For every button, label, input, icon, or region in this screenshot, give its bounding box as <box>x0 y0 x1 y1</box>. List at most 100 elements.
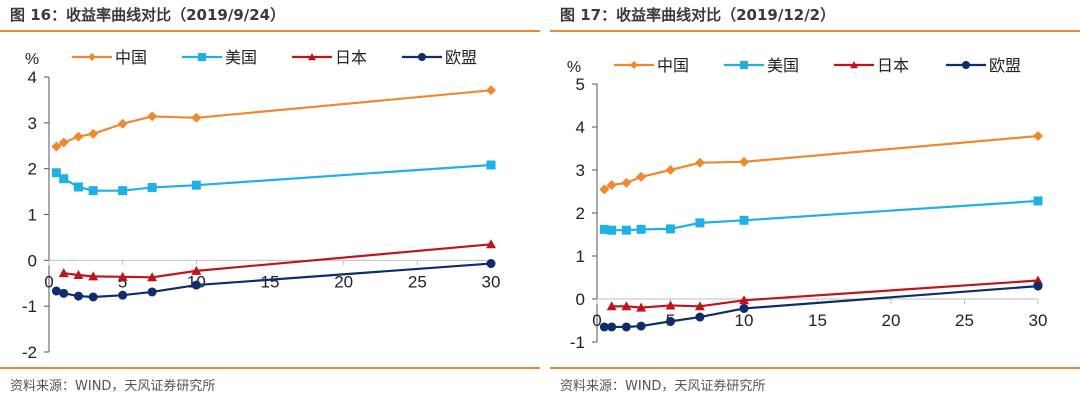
series-line <box>603 134 1039 191</box>
data-point <box>51 168 61 178</box>
data-point <box>636 321 646 331</box>
data-point <box>73 131 84 142</box>
legend-item: 欧盟 <box>946 56 1021 75</box>
x-tick-label: 5 <box>118 272 127 291</box>
data-point <box>147 287 157 297</box>
data-point <box>621 225 631 235</box>
legend-item: 日本 <box>292 48 367 67</box>
legend-swatch-marker <box>308 53 316 61</box>
figure-16-panel: 图 16：收益率曲线对比（2019/9/24） %-2-101234051015… <box>0 6 540 394</box>
legend-swatch-marker <box>198 53 206 61</box>
series-us <box>599 196 1043 235</box>
y-tick-label: 4 <box>28 68 37 87</box>
legend-label: 日本 <box>877 56 909 75</box>
x-tick-label: 30 <box>482 272 501 291</box>
y-tick-label: -1 <box>22 297 37 316</box>
data-point <box>486 239 496 249</box>
data-point <box>695 312 705 322</box>
y-tick-label: 0 <box>576 290 585 309</box>
y-tick-label: 1 <box>28 206 37 225</box>
data-point <box>486 160 496 170</box>
legend-swatch-marker <box>962 61 970 69</box>
data-point <box>51 286 61 296</box>
x-tick-label: 25 <box>955 311 974 330</box>
legend-item: 日本 <box>834 56 909 75</box>
legend-swatch-marker <box>740 61 748 69</box>
data-point <box>118 290 128 300</box>
data-point <box>739 295 749 305</box>
data-point <box>665 300 676 310</box>
series-us <box>51 160 496 196</box>
data-point <box>599 322 609 332</box>
data-point <box>73 182 83 192</box>
source-note: 资料来源：WIND，天风证券研究所 <box>560 379 766 394</box>
legend-item: 中国 <box>614 56 689 75</box>
data-point <box>88 292 98 302</box>
data-point <box>59 288 69 298</box>
data-point <box>147 182 157 192</box>
y-tick-label: 3 <box>576 161 585 180</box>
footer-divider <box>550 367 1080 369</box>
figure-title: 图 16：收益率曲线对比（2019/9/24） <box>10 6 286 24</box>
data-point <box>599 184 610 195</box>
source-note: 资料来源：WIND，天风证券研究所 <box>10 379 216 394</box>
data-point <box>73 291 83 301</box>
data-point <box>694 157 705 168</box>
data-point <box>694 301 705 311</box>
data-point <box>191 180 201 190</box>
series-line <box>55 89 492 148</box>
data-point <box>117 271 128 281</box>
data-point <box>636 171 647 182</box>
data-point <box>607 225 617 235</box>
data-point <box>486 85 496 96</box>
title-divider <box>0 30 540 32</box>
data-point <box>1033 131 1043 142</box>
data-point <box>599 224 609 234</box>
legend-item: 美国 <box>182 48 257 67</box>
y-tick-label: 0 <box>28 251 37 270</box>
data-point <box>666 224 675 234</box>
series-line <box>611 279 1039 309</box>
legend-label: 欧盟 <box>989 56 1021 75</box>
data-point <box>147 111 158 122</box>
data-point <box>51 141 62 152</box>
data-point <box>621 177 632 188</box>
data-point <box>606 180 617 191</box>
legend-label: 美国 <box>225 48 257 67</box>
legend-label: 欧盟 <box>445 48 477 67</box>
legend-label: 中国 <box>115 48 147 67</box>
data-point <box>88 128 99 139</box>
data-point <box>1033 196 1043 206</box>
data-point <box>118 186 128 196</box>
legend-swatch-marker <box>850 61 858 69</box>
y-tick-label: -2 <box>22 343 37 362</box>
y-tick-label: 1 <box>576 247 585 266</box>
x-tick-label: 10 <box>735 311 754 330</box>
footer-divider <box>0 367 540 369</box>
y-unit-label: % <box>567 59 581 76</box>
series-china <box>51 85 496 152</box>
x-tick-label: 20 <box>334 272 353 291</box>
y-unit-label: % <box>25 51 39 68</box>
data-point <box>636 224 646 234</box>
data-point <box>191 112 202 123</box>
data-point <box>1033 281 1043 291</box>
x-tick-label: 30 <box>1029 311 1048 330</box>
series-euro <box>51 259 496 302</box>
data-point <box>739 303 749 313</box>
figure-17-panel: 图 17：收益率曲线对比（2019/12/2） %-10123450510152… <box>550 0 1080 400</box>
x-tick-label: 0 <box>44 272 53 291</box>
series-japan <box>58 239 496 282</box>
y-tick-label: 4 <box>576 118 585 137</box>
data-point <box>117 118 128 129</box>
data-point <box>666 316 675 326</box>
data-point <box>88 186 98 196</box>
data-point <box>191 280 201 290</box>
data-point <box>739 156 749 167</box>
title-divider <box>550 30 1080 32</box>
legend-label: 日本 <box>335 48 367 67</box>
data-point <box>147 272 158 282</box>
legend-swatch-marker <box>88 53 96 61</box>
yield-curve-chart-2019-12-02: %-1012345051015202530中国美国日本欧盟 <box>567 56 1048 352</box>
legend-swatch-marker <box>630 61 638 69</box>
